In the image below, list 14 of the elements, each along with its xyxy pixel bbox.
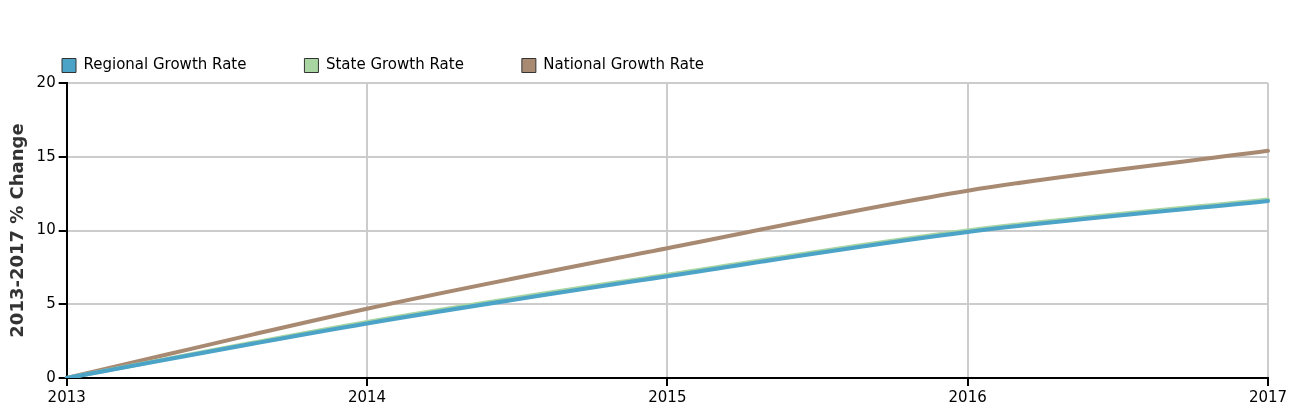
y-tick-label: 5 [46,294,56,313]
x-tick-label: 2016 [948,387,987,406]
legend-label: State Growth Rate [325,55,464,74]
y-tick-label: 15 [36,146,56,165]
y-tick-label: 20 [36,72,56,91]
y-axis-title: 2013-2017 % Change [6,123,28,338]
x-tick-label: 2017 [1248,387,1288,406]
legend-label: Regional Growth Rate [83,55,247,74]
x-tick-label: 2014 [347,387,387,406]
y-tick-label: 10 [36,220,56,239]
x-tick-label: 2015 [648,387,687,406]
x-tick-label: 2013 [47,387,86,406]
y-tick-label: 0 [46,367,56,386]
legend-label: National Growth Rate [543,55,705,74]
